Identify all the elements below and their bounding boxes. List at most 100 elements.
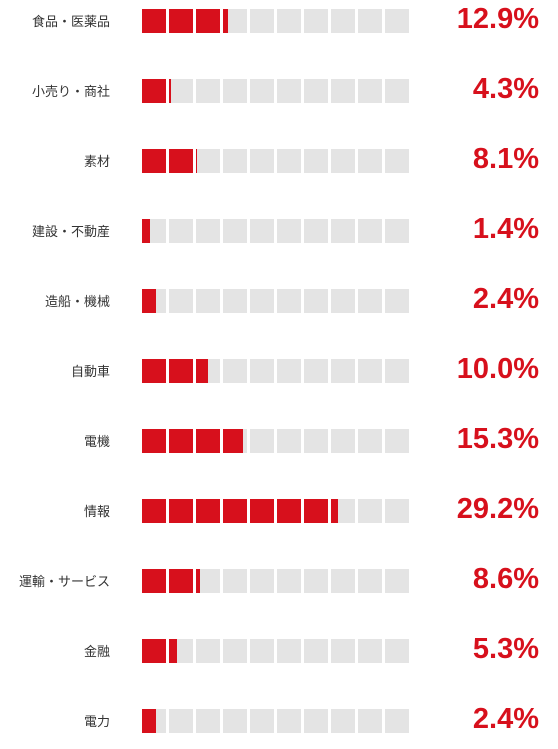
bar-cells (142, 149, 410, 173)
bar-cell (142, 149, 166, 173)
bar-cell (304, 709, 328, 733)
bar-fill (169, 499, 193, 523)
bar-cell (196, 9, 220, 33)
bar-cell (358, 569, 382, 593)
chart-row: 造船・機械 2.4% (0, 283, 558, 329)
bar-cell (223, 639, 247, 663)
bar-cell (304, 359, 328, 383)
bar-cell (277, 289, 301, 313)
bar-cell (250, 219, 274, 243)
chart-row: 運輸・サービス 8.6% (0, 563, 558, 609)
bar-cell (250, 149, 274, 173)
bar-fill (169, 639, 177, 663)
bar-cell (142, 499, 166, 523)
value-label: 2.4% (472, 703, 539, 735)
bar-cells (142, 569, 410, 593)
category-label: 素材 (83, 155, 110, 170)
bar-cell (223, 289, 247, 313)
chart-row: 電機 15.3% (0, 423, 558, 469)
chart-row: 食品・医薬品 12.9% (0, 3, 558, 49)
bar-cell (277, 79, 301, 103)
bar-cell (142, 219, 166, 243)
category-label: 電力 (83, 715, 110, 730)
bar-fill (196, 569, 200, 593)
bar-fill (142, 569, 166, 593)
bar-cell (277, 429, 301, 453)
bar-fill (331, 499, 339, 523)
bar-cell (223, 359, 247, 383)
bar-fill (169, 79, 171, 103)
bar-fill (250, 499, 274, 523)
bar-cell (250, 639, 274, 663)
bar-cell (223, 79, 247, 103)
bar-fill (142, 79, 166, 103)
bar-cell (277, 639, 301, 663)
bar-cell (169, 429, 193, 453)
chart-row: 電力 2.4% (0, 703, 558, 749)
bar-cell (331, 709, 355, 733)
bar-cell (196, 639, 220, 663)
bar-cell (358, 639, 382, 663)
bar-cell (331, 569, 355, 593)
value-label: 10.0% (456, 353, 539, 385)
bar-cell (331, 219, 355, 243)
bar-cell (250, 499, 274, 523)
bar-cell (304, 9, 328, 33)
bar-cell (250, 9, 274, 33)
bar-fill (169, 429, 193, 453)
bar-cells (142, 219, 410, 243)
category-label: 造船・機械 (44, 295, 110, 310)
bar-fill (142, 359, 166, 383)
bar-fill (169, 9, 193, 33)
category-label: 小売り・商社 (31, 85, 110, 100)
bar-cell (358, 709, 382, 733)
chart-row: 金融 5.3% (0, 633, 558, 679)
bar-cell (142, 289, 166, 313)
bar-cells (142, 359, 410, 383)
bar-fill (277, 499, 301, 523)
bar-cell (169, 359, 193, 383)
bar-cell (142, 429, 166, 453)
bar-fill (142, 639, 166, 663)
bar-cell (250, 289, 274, 313)
value-label: 12.9% (456, 3, 539, 35)
value-label: 2.4% (472, 283, 539, 315)
bar-cells (142, 9, 410, 33)
bar-cells (142, 79, 410, 103)
bar-cell (331, 79, 355, 103)
bar-fill (142, 709, 157, 733)
bar-fill (223, 9, 229, 33)
bar-fill (169, 359, 193, 383)
bar-cell (250, 569, 274, 593)
bar-cell (304, 79, 328, 103)
bar-cell (385, 9, 409, 33)
bar-cell (331, 359, 355, 383)
bar-cell (196, 289, 220, 313)
bar-cell (169, 569, 193, 593)
value-label: 8.1% (472, 143, 539, 175)
bar-cell (358, 289, 382, 313)
value-label: 1.4% (472, 213, 539, 245)
chart-row: 小売り・商社 4.3% (0, 73, 558, 119)
bar-fill (142, 499, 166, 523)
bar-cell (169, 499, 193, 523)
chart-row: 建設・不動産 1.4% (0, 213, 558, 259)
chart-row: 自動車 10.0% (0, 353, 558, 399)
bar-cell (385, 149, 409, 173)
bar-cell (358, 79, 382, 103)
bar-cell (142, 709, 166, 733)
bar-cell (331, 289, 355, 313)
bar-cell (196, 569, 220, 593)
bar-cell (142, 569, 166, 593)
bar-cell (304, 499, 328, 523)
bar-cell (358, 149, 382, 173)
category-label: 金融 (83, 645, 110, 660)
bar-cell (196, 79, 220, 103)
bar-cell (304, 429, 328, 453)
bar-fill (196, 429, 220, 453)
bar-cell (169, 9, 193, 33)
bar-fill (223, 429, 243, 453)
bar-cell (331, 499, 355, 523)
bar-cell (142, 79, 166, 103)
category-label: 運輸・サービス (18, 575, 110, 590)
